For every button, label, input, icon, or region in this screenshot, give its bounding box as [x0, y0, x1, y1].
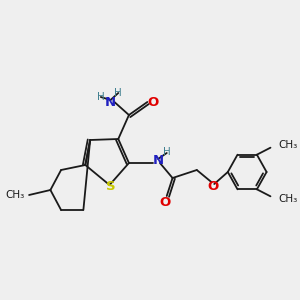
Text: S: S: [106, 181, 115, 194]
Text: H: H: [163, 147, 171, 157]
Text: O: O: [148, 95, 159, 109]
Text: CH₃: CH₃: [278, 194, 298, 204]
Text: O: O: [159, 196, 170, 209]
Text: N: N: [152, 154, 164, 167]
Text: H: H: [97, 92, 105, 102]
Text: CH₃: CH₃: [5, 190, 24, 200]
Text: N: N: [105, 97, 116, 110]
Text: H: H: [114, 88, 122, 98]
Text: CH₃: CH₃: [278, 140, 298, 150]
Text: O: O: [208, 181, 219, 194]
